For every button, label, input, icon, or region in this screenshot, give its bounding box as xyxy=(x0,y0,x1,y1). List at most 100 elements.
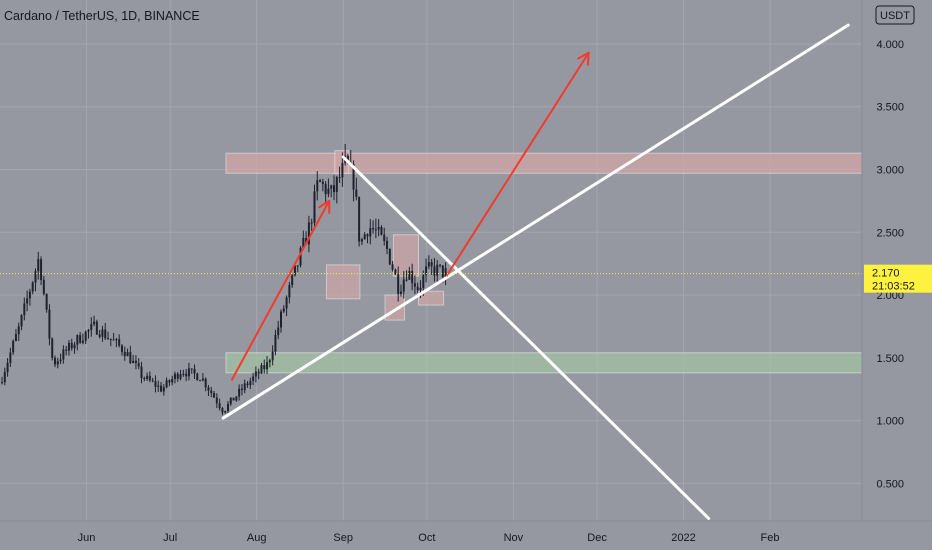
candle-body xyxy=(235,396,238,401)
candle-body xyxy=(45,293,48,310)
candle-body xyxy=(6,362,9,373)
time-axis[interactable]: Jun Jul Aug Sep Oct Nov Dec 2022 Feb xyxy=(78,532,780,544)
candle-body xyxy=(226,403,229,411)
candle-body xyxy=(213,393,216,398)
candle-body xyxy=(79,335,82,343)
candle-body xyxy=(327,188,330,195)
candle-body xyxy=(313,191,316,223)
candle-body xyxy=(193,368,196,374)
currency-badge[interactable]: USDT xyxy=(875,5,915,25)
candle-body xyxy=(397,274,400,294)
candle-body xyxy=(56,361,59,365)
candle-body xyxy=(413,283,416,287)
time-tick-label: Aug xyxy=(247,532,267,544)
candle-body xyxy=(358,196,361,242)
candle-body xyxy=(257,371,260,374)
candle-body xyxy=(386,240,389,249)
highlight-box xyxy=(418,290,445,306)
zones-layer xyxy=(225,150,863,374)
candle-body xyxy=(70,342,73,349)
candle-body xyxy=(360,239,363,242)
candle-body xyxy=(416,286,419,291)
candle-body xyxy=(274,335,277,352)
candle-body xyxy=(372,228,375,230)
candle-body xyxy=(34,271,37,283)
candle-body xyxy=(439,264,442,266)
candle-body xyxy=(296,265,299,267)
candle-body xyxy=(238,388,241,397)
candle-body xyxy=(146,375,149,379)
candle-body xyxy=(132,360,135,364)
candle-body xyxy=(254,371,257,377)
candle-body xyxy=(107,338,110,340)
candle-body xyxy=(277,327,280,336)
candle-body xyxy=(405,279,408,281)
candle-body xyxy=(321,181,324,184)
candle-body xyxy=(271,351,274,361)
candle-body xyxy=(42,279,45,294)
candle-body xyxy=(9,352,12,363)
candle-body xyxy=(218,403,221,409)
candle-body xyxy=(109,338,112,340)
candle-body xyxy=(23,303,26,316)
candle-body xyxy=(285,297,288,309)
resistance-zone xyxy=(225,152,863,174)
candle-body xyxy=(81,340,84,343)
bar-countdown: 21:03:52 xyxy=(872,281,915,293)
candle-body xyxy=(310,222,313,224)
candle-body xyxy=(246,383,249,385)
price-tick-label: 0.500 xyxy=(876,478,904,490)
time-tick-label: Nov xyxy=(504,532,524,544)
candle-body xyxy=(28,291,31,299)
candle-body xyxy=(391,264,394,270)
time-tick-label: Feb xyxy=(761,532,780,544)
candle-body xyxy=(190,368,193,370)
time-tick-label: Sep xyxy=(333,532,353,544)
candle-body xyxy=(151,380,154,382)
candle-body xyxy=(380,227,383,235)
candle-body xyxy=(95,321,98,335)
candle-body xyxy=(118,339,121,346)
candle-body xyxy=(263,365,266,370)
candle-body xyxy=(229,397,232,404)
candle-body xyxy=(436,264,439,276)
candle-body xyxy=(120,345,123,352)
candle-body xyxy=(430,262,433,267)
candle-body xyxy=(369,228,372,237)
candle-body xyxy=(215,397,218,404)
candle-body xyxy=(20,315,23,327)
candle-body xyxy=(51,338,54,358)
price-tick-label: 1.000 xyxy=(876,416,904,428)
candle-body xyxy=(115,339,118,341)
candle-body xyxy=(104,329,107,339)
projection-arrow xyxy=(230,200,331,381)
candle-body xyxy=(260,365,263,374)
candle-body xyxy=(307,222,310,245)
candle-body xyxy=(134,360,137,363)
candle-body xyxy=(67,342,70,351)
candle-body xyxy=(157,385,160,387)
last-price-label: 2.170 21:03:52 xyxy=(864,264,932,293)
candle-body xyxy=(204,378,207,388)
candle-body xyxy=(302,237,305,248)
candle-body xyxy=(143,378,146,380)
candle-body xyxy=(59,359,62,362)
time-tick-label: Dec xyxy=(587,532,607,544)
candle-body xyxy=(268,360,271,363)
last-price-label-background xyxy=(864,264,932,293)
candle-body xyxy=(224,410,227,413)
candle-body xyxy=(243,383,246,391)
candle-body xyxy=(54,357,57,365)
candle-body xyxy=(316,180,319,192)
candle-body xyxy=(408,270,411,280)
price-tick-label: 2.000 xyxy=(876,290,904,302)
candle-body xyxy=(1,382,3,384)
price-tick-label: 3.500 xyxy=(876,102,904,114)
currency-badge-label: USDT xyxy=(880,10,910,22)
candle-body xyxy=(352,163,355,190)
price-axis[interactable]: 0.500 1.000 1.500 2.000 2.500 3.000 3.500 4.000 xyxy=(876,39,904,490)
candle-body xyxy=(87,329,90,332)
candle-body xyxy=(346,155,349,163)
candle-body xyxy=(399,291,402,294)
